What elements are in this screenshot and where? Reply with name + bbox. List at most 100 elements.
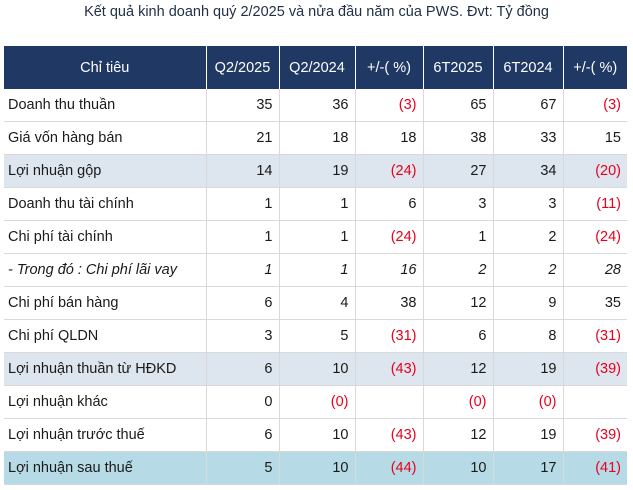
table-cell: 10 <box>423 451 494 485</box>
table-row: Chi phí tài chính 1 1 (24) 1 2 (24) <box>4 220 627 254</box>
table-cell: 1 <box>279 253 356 287</box>
table-cell: 2 <box>423 253 494 287</box>
table-cell: 65 <box>423 89 494 122</box>
table-cell: 16 <box>355 253 424 287</box>
row-label: Doanh thu thuần <box>4 89 207 122</box>
table-cell: 12 <box>423 286 494 320</box>
table-row: Chi phí bán hàng 6 4 38 12 9 35 <box>4 286 627 320</box>
header-cell: 6T2024 <box>493 46 564 89</box>
table-cell: 1 <box>206 220 280 254</box>
row-label: Lợi nhuận trước thuế <box>4 418 207 452</box>
results-table: Chỉ tiêu Q2/2025 Q2/2024 +/-( %) 6T2025 … <box>4 46 627 485</box>
table-cell: 9 <box>493 286 564 320</box>
header-cell: Q2/2024 <box>279 46 356 89</box>
table-cell: 5 <box>279 319 356 353</box>
table-cell: 1 <box>206 187 280 221</box>
table-cell: 10 <box>279 418 356 452</box>
row-label: Chi phí QLDN <box>4 319 207 353</box>
table-cell: (43) <box>355 352 424 386</box>
table-cell: (41) <box>563 451 627 485</box>
table-cell: (20) <box>563 154 627 188</box>
row-label: Lợi nhuận gộp <box>4 154 207 188</box>
table-cell: 4 <box>279 286 356 320</box>
table-cell: 5 <box>206 451 280 485</box>
table-cell: 10 <box>279 352 356 386</box>
table-cell: 38 <box>355 286 424 320</box>
table-cell: 38 <box>423 121 494 155</box>
header-row: Chỉ tiêu Q2/2025 Q2/2024 +/-( %) 6T2025 … <box>4 46 627 89</box>
header-cell: +/-( %) <box>563 46 627 89</box>
table-cell: (0) <box>423 385 494 419</box>
table-row: Chi phí QLDN 3 5 (31) 6 8 (31) <box>4 319 627 353</box>
table-cell: 6 <box>206 418 280 452</box>
table-row: Lợi nhuận thuần từ HĐKD 6 10 (43) 12 19 (39) <box>4 352 627 386</box>
table-cell: 67 <box>493 89 564 122</box>
table-cell: 12 <box>423 418 494 452</box>
table-cell: 6 <box>206 352 280 386</box>
row-label: Lợi nhuận khác <box>4 385 207 419</box>
table-title: Kết quả kinh doanh quý 2/2025 và nửa đầu… <box>84 4 549 20</box>
table-cell: 33 <box>493 121 564 155</box>
table-cell: (0) <box>279 385 356 419</box>
table-cell: 19 <box>493 352 564 386</box>
table-cell: 21 <box>206 121 280 155</box>
row-label: Lợi nhuận sau thuế <box>4 451 207 485</box>
table-cell: 27 <box>423 154 494 188</box>
table-cell: 3 <box>493 187 564 221</box>
table-cell: 19 <box>279 154 356 188</box>
table-cell: 1 <box>279 187 356 221</box>
table-row: Doanh thu tài chính 1 1 6 3 3 (11) <box>4 187 627 221</box>
table-cell <box>563 385 627 419</box>
table-cell: 3 <box>423 187 494 221</box>
table-cell: 2 <box>493 253 564 287</box>
table-cell: 36 <box>279 89 356 122</box>
table-cell: 8 <box>493 319 564 353</box>
table-cell: 3 <box>206 319 280 353</box>
table-cell: (24) <box>355 154 424 188</box>
table-cell: 1 <box>423 220 494 254</box>
table-row: - Trong đó : Chi phí lãi vay 1 1 16 2 2 28 <box>4 253 627 287</box>
table-cell: (31) <box>355 319 424 353</box>
table-cell: 18 <box>355 121 424 155</box>
header-cell: +/-( %) <box>355 46 424 89</box>
table-cell: 6 <box>355 187 424 221</box>
table-row: Giá vốn hàng bán 21 18 18 38 33 15 <box>4 121 627 155</box>
header-cell: 6T2025 <box>423 46 494 89</box>
table-row: Lợi nhuận gộp 14 19 (24) 27 34 (20) <box>4 154 627 188</box>
table-cell: (24) <box>355 220 424 254</box>
table-cell: (11) <box>563 187 627 221</box>
header-cell: Q2/2025 <box>206 46 280 89</box>
table-cell: 1 <box>206 253 280 287</box>
table-cell: 15 <box>563 121 627 155</box>
table-cell: 6 <box>423 319 494 353</box>
table-cell: 34 <box>493 154 564 188</box>
table-cell: 17 <box>493 451 564 485</box>
table-cell: (39) <box>563 352 627 386</box>
table-cell: 28 <box>563 253 627 287</box>
table-cell: (44) <box>355 451 424 485</box>
table-cell: 10 <box>279 451 356 485</box>
table-row: Lợi nhuận trước thuế 6 10 (43) 12 19 (39) <box>4 418 627 452</box>
table-cell: 2 <box>493 220 564 254</box>
table-cell: (39) <box>563 418 627 452</box>
table-cell: 1 <box>279 220 356 254</box>
table-cell: (43) <box>355 418 424 452</box>
table-row: Lợi nhuận sau thuế 5 10 (44) 10 17 (41) <box>4 451 627 485</box>
table-cell: (3) <box>355 89 424 122</box>
table-cell: 14 <box>206 154 280 188</box>
table-cell <box>355 385 424 419</box>
table-cell: (3) <box>563 89 627 122</box>
table-cell: (24) <box>563 220 627 254</box>
table-row: Lợi nhuận khác 0 (0) (0) (0) <box>4 385 627 419</box>
row-label: Lợi nhuận thuần từ HĐKD <box>4 352 207 386</box>
row-label: Chi phí bán hàng <box>4 286 207 320</box>
table-cell: 6 <box>206 286 280 320</box>
row-label: Doanh thu tài chính <box>4 187 207 221</box>
table-cell: (31) <box>563 319 627 353</box>
table-cell: 35 <box>563 286 627 320</box>
table-row: Doanh thu thuần 35 36 (3) 65 67 (3) <box>4 89 627 122</box>
row-label: Giá vốn hàng bán <box>4 121 207 155</box>
header-cell: Chỉ tiêu <box>4 46 207 89</box>
row-label: - Trong đó : Chi phí lãi vay <box>4 253 207 287</box>
table-cell: (0) <box>493 385 564 419</box>
